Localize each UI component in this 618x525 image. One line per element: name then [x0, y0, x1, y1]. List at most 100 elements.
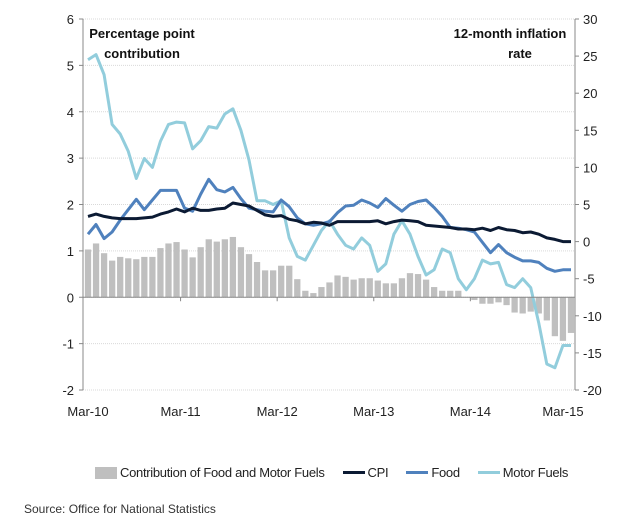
line-series: [86, 53, 571, 370]
bar: [439, 290, 446, 298]
bar: [342, 276, 349, 298]
bar: [157, 248, 164, 298]
bar: [245, 254, 253, 298]
x-tick-label: Mar-11: [160, 404, 200, 419]
bar: [261, 270, 269, 298]
left-tick-label: 6: [67, 12, 74, 27]
legend-item-contribution: Contribution of Food and Motor Fuels: [95, 465, 325, 480]
legend-label: Food: [431, 465, 460, 480]
bar: [229, 236, 237, 298]
bar: [278, 265, 285, 298]
right-tick-label: 25: [583, 49, 597, 64]
bar: [487, 297, 494, 304]
bar: [430, 287, 438, 298]
bar: [286, 265, 293, 298]
bar: [559, 297, 567, 341]
line-food: [86, 177, 571, 273]
bar: [100, 253, 108, 298]
bar: [92, 243, 100, 298]
bar: [318, 287, 325, 298]
bar: [479, 297, 486, 304]
bar: [205, 239, 212, 298]
bar: [535, 297, 542, 314]
right-tick-label: 15: [583, 123, 597, 138]
bar: [567, 297, 575, 333]
right-tick-label: 20: [583, 86, 597, 101]
bar: [221, 239, 228, 298]
right-tick-label: -10: [583, 309, 602, 324]
bar: [109, 260, 116, 298]
x-tick-label: Mar-12: [257, 404, 298, 419]
bar: [495, 297, 502, 303]
bar-series: [84, 236, 575, 341]
bar: [334, 275, 341, 298]
bar: [237, 247, 245, 298]
line-cpi: [87, 201, 571, 244]
bar: [543, 297, 550, 321]
left-tick-label: 3: [67, 151, 74, 166]
bar: [117, 256, 124, 298]
bar: [551, 297, 559, 337]
legend-swatch-food: [406, 471, 429, 474]
bar: [213, 241, 220, 298]
left-tick-label: 1: [67, 244, 74, 259]
bar: [455, 290, 462, 298]
bar: [511, 297, 518, 313]
bar: [189, 257, 196, 298]
left-tick-label: 2: [67, 198, 74, 213]
bar: [447, 290, 454, 298]
right-tick-label: -15: [583, 346, 602, 361]
bar: [326, 282, 333, 298]
left-tick-label: 5: [67, 58, 74, 73]
bar: [165, 243, 172, 298]
legend-swatch-bar: [95, 466, 117, 479]
right-tick-label: -20: [583, 383, 602, 398]
source-note: Source: Office for National Statistics: [24, 502, 216, 516]
bar: [374, 280, 381, 298]
right-axis-title-line2: rate: [508, 46, 532, 61]
bar: [294, 279, 301, 298]
bar: [125, 258, 132, 298]
bar: [270, 270, 277, 298]
left-axis-title-line2: contribution: [104, 46, 180, 61]
x-tick-label: Mar-10: [67, 404, 108, 419]
left-tick-label: -2: [62, 383, 74, 398]
legend-label: Contribution of Food and Motor Fuels: [120, 465, 325, 480]
legend-label: Motor Fuels: [502, 465, 569, 480]
bar: [141, 256, 148, 298]
left-tick-label: -1: [62, 337, 74, 352]
bar: [382, 283, 389, 298]
left-tick-label: 0: [67, 290, 74, 305]
right-tick-label: -5: [583, 272, 595, 287]
chart: -2-10123456-20-15-10-5051015202530Mar-10…: [62, 12, 602, 419]
bar: [390, 283, 398, 298]
bar: [149, 256, 156, 298]
bar: [471, 297, 478, 301]
bar: [84, 249, 92, 298]
right-tick-label: 30: [583, 12, 597, 27]
left-tick-label: 4: [67, 105, 74, 120]
bar: [527, 297, 534, 312]
bar: [406, 273, 414, 298]
bar: [173, 242, 180, 298]
legend-item-cpi: CPI: [342, 465, 389, 480]
bar: [519, 297, 526, 314]
bar: [350, 279, 357, 298]
legend-swatch-motor-fuels: [477, 471, 500, 474]
bar: [253, 262, 261, 298]
legend: Contribution of Food and Motor Fuels CPI…: [95, 465, 586, 480]
bar: [310, 293, 317, 298]
bar: [358, 278, 365, 298]
legend-item-motor-fuels: Motor Fuels: [477, 465, 569, 480]
x-tick-label: Mar-14: [450, 404, 491, 419]
bar: [398, 278, 406, 298]
bar: [366, 278, 373, 298]
right-tick-label: 0: [583, 235, 590, 250]
bar: [133, 259, 140, 298]
right-axis-title-line1: 12-month inflation: [454, 26, 567, 41]
bar: [197, 247, 204, 298]
right-tick-label: 5: [583, 198, 590, 213]
bar: [422, 279, 430, 298]
left-axis-title-line1: Percentage point: [89, 26, 195, 41]
legend-swatch-cpi: [342, 471, 365, 474]
